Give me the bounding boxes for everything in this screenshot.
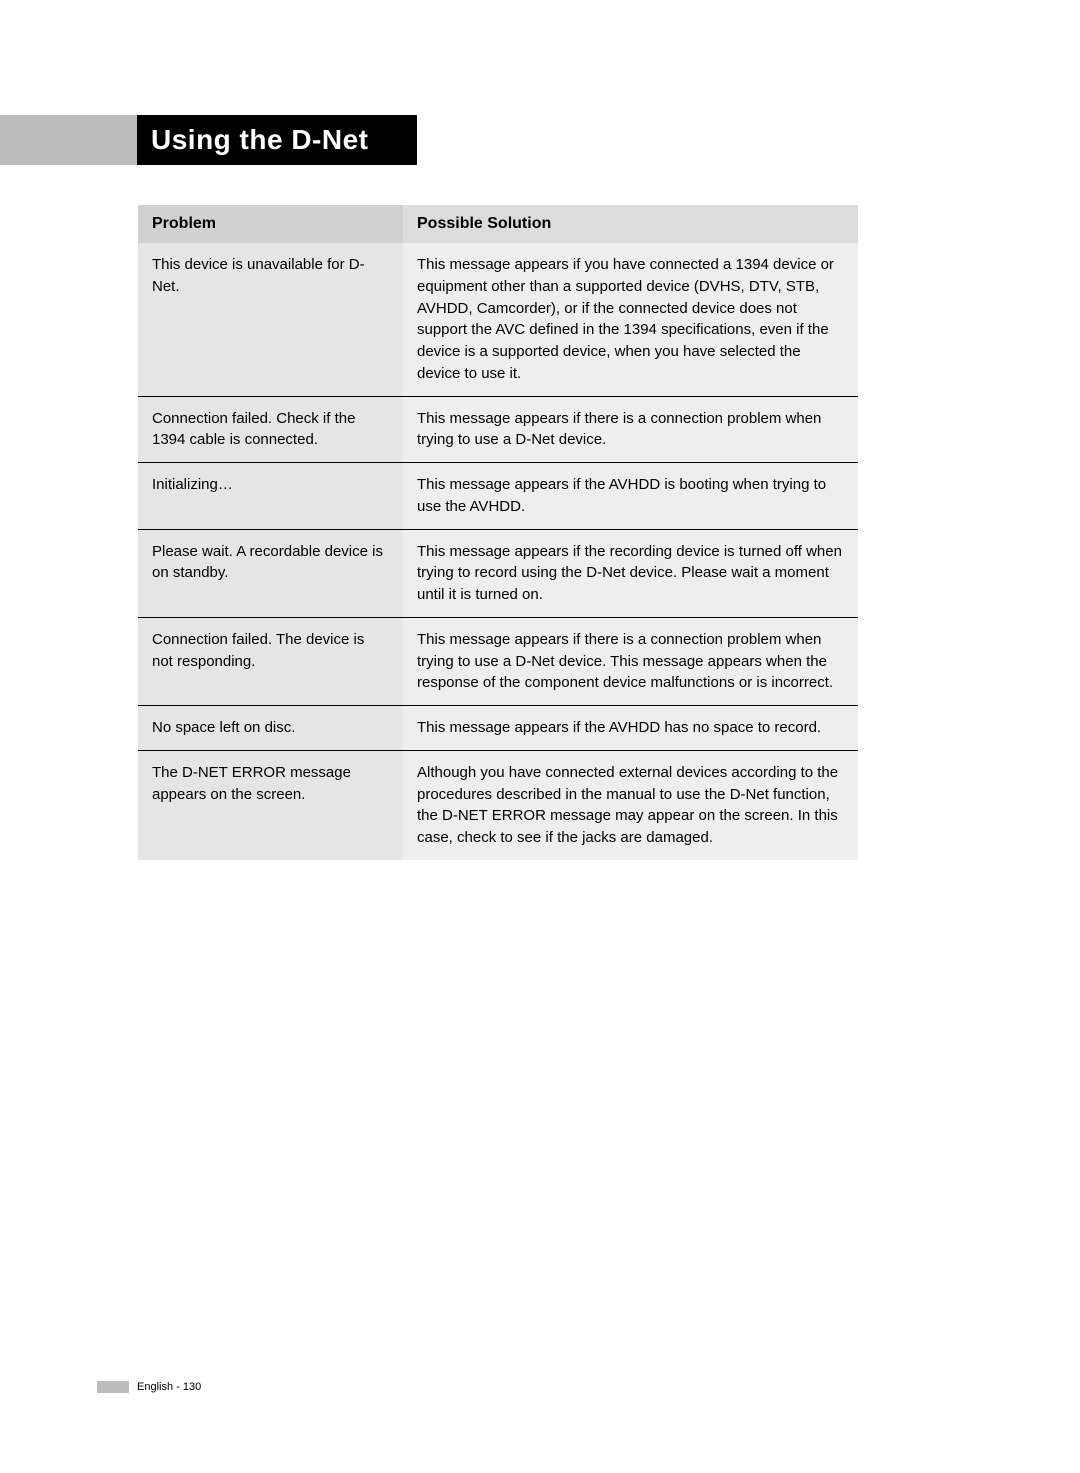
page: Using the D-Net Problem Possible Solutio…: [0, 0, 1080, 1473]
cell-solution: This message appears if the AVHDD has no…: [403, 706, 858, 750]
cell-solution: This message appears if there is a conne…: [403, 618, 858, 706]
table-row: Connection failed. The device is not res…: [138, 618, 858, 706]
table-row: This device is unavailable for D-Net. Th…: [138, 243, 858, 396]
cell-problem: Please wait. A recordable device is on s…: [138, 530, 403, 618]
cell-solution: This message appears if the recording de…: [403, 530, 858, 618]
cell-solution: This message appears if you have connect…: [403, 243, 858, 396]
table-row: Connection failed. Check if the 1394 cab…: [138, 397, 858, 463]
header-solution: Possible Solution: [403, 205, 858, 243]
cell-problem: Connection failed. Check if the 1394 cab…: [138, 397, 403, 463]
cell-problem: Connection failed. The device is not res…: [138, 618, 403, 706]
heading-grey-block: [0, 115, 137, 165]
cell-problem: Initializing…: [138, 463, 403, 529]
footer-grey-block: [97, 1381, 129, 1393]
header-problem: Problem: [138, 205, 403, 243]
cell-problem: This device is unavailable for D-Net.: [138, 243, 403, 396]
heading-bar: Using the D-Net: [0, 115, 1080, 165]
footer-text: English - 130: [137, 1381, 201, 1393]
cell-solution: This message appears if the AVHDD is boo…: [403, 463, 858, 529]
page-footer: English - 130: [97, 1381, 201, 1393]
table-header-row: Problem Possible Solution: [138, 205, 858, 243]
table-row: No space left on disc. This message appe…: [138, 706, 858, 750]
cell-problem: No space left on disc.: [138, 706, 403, 750]
table-row: Initializing… This message appears if th…: [138, 463, 858, 529]
table-row: Please wait. A recordable device is on s…: [138, 530, 858, 618]
cell-solution: Although you have connected external dev…: [403, 751, 858, 860]
cell-problem: The D-NET ERROR message appears on the s…: [138, 751, 403, 860]
page-heading: Using the D-Net: [137, 115, 417, 165]
troubleshooting-table: Problem Possible Solution This device is…: [138, 205, 858, 860]
troubleshooting-table-wrap: Problem Possible Solution This device is…: [138, 205, 858, 860]
table-row: The D-NET ERROR message appears on the s…: [138, 751, 858, 860]
cell-solution: This message appears if there is a conne…: [403, 397, 858, 463]
